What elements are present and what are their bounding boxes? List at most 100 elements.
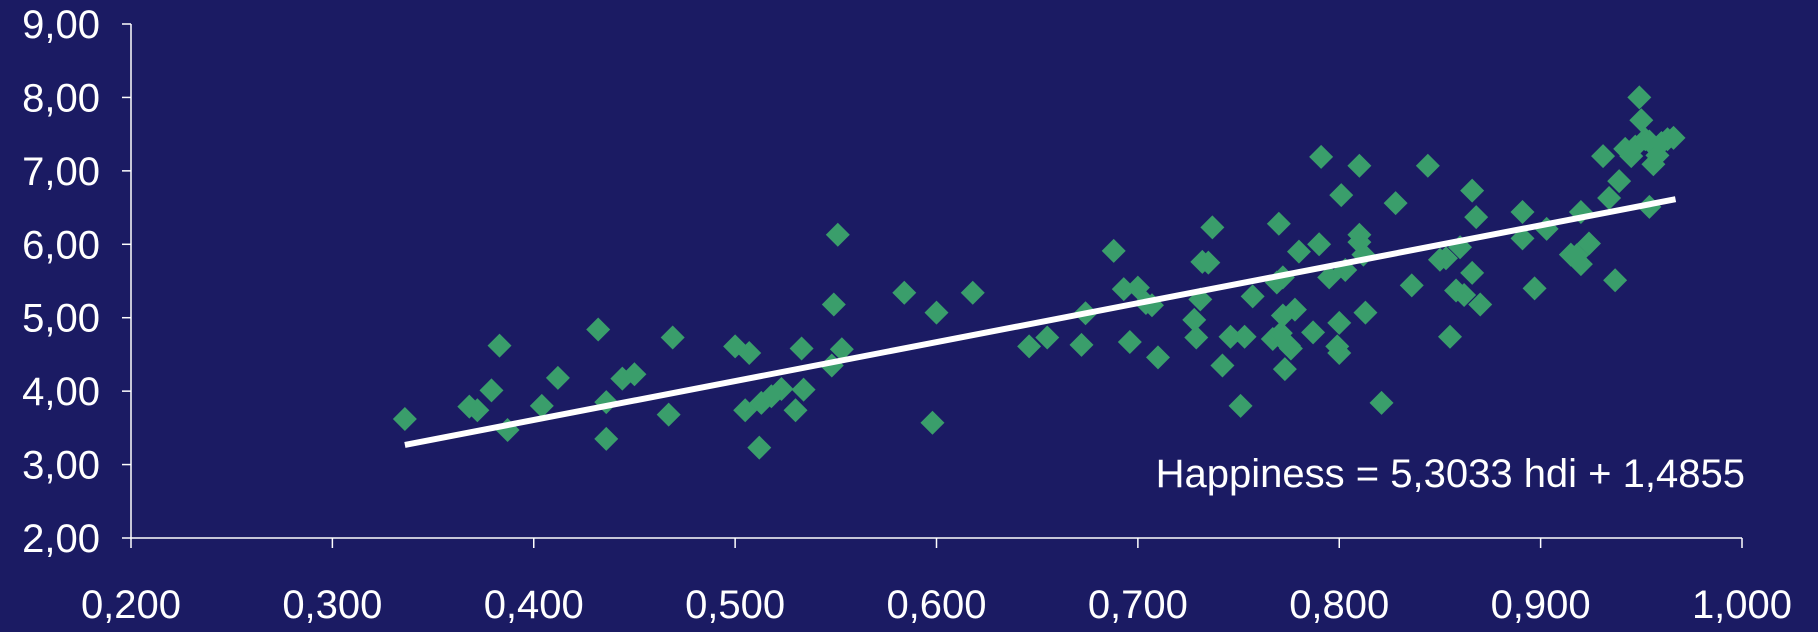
data-point	[1101, 238, 1126, 263]
data-point	[1035, 325, 1060, 350]
y-tick-label: 3,00	[22, 444, 100, 488]
data-point	[594, 426, 619, 451]
data-point	[789, 336, 814, 361]
data-point	[825, 222, 850, 247]
data-point	[1510, 199, 1535, 224]
data-point	[1629, 108, 1654, 133]
data-point	[586, 317, 611, 342]
data-point	[791, 377, 816, 402]
data-point	[892, 280, 917, 305]
trendline-equation: Happiness = 5,3033 hdi + 1,4855	[1156, 452, 1745, 496]
data-point	[1522, 276, 1547, 301]
data-point	[1278, 336, 1303, 361]
data-point	[1210, 353, 1235, 378]
data-point	[1347, 222, 1372, 247]
x-tick-label: 0,500	[685, 583, 785, 627]
data-point	[1329, 183, 1354, 208]
data-point	[1240, 284, 1265, 309]
data-point	[769, 376, 794, 401]
data-point	[1347, 153, 1372, 178]
data-point	[737, 340, 762, 365]
data-point	[1460, 260, 1485, 285]
data-point	[1232, 324, 1257, 349]
data-point	[960, 280, 985, 305]
data-point	[1415, 153, 1440, 178]
data-point	[1433, 246, 1458, 271]
x-tick-label: 0,800	[1289, 583, 1389, 627]
data-point	[479, 378, 504, 403]
points-group	[392, 85, 1686, 460]
data-point	[1369, 390, 1394, 415]
data-point	[1627, 85, 1652, 110]
data-point	[1218, 324, 1243, 349]
data-point	[1452, 282, 1477, 307]
data-point	[1591, 144, 1616, 169]
axes-group	[122, 23, 1743, 548]
data-point	[1117, 329, 1142, 354]
data-point	[924, 300, 949, 325]
trendline	[404, 196, 1677, 448]
x-tick-label: 0,600	[886, 583, 986, 627]
data-point	[656, 402, 681, 427]
data-point	[1200, 215, 1225, 240]
data-point	[1353, 300, 1378, 325]
data-point	[1327, 310, 1352, 335]
data-point	[660, 325, 685, 350]
data-point	[545, 365, 570, 390]
data-point	[392, 407, 417, 432]
data-point	[1603, 268, 1628, 293]
data-point	[1307, 232, 1332, 257]
y-tick-label: 4,00	[22, 370, 100, 414]
data-point	[1272, 357, 1297, 382]
data-point	[1607, 169, 1632, 194]
data-point	[1069, 332, 1094, 357]
x-tick-label: 0,700	[1088, 583, 1188, 627]
data-point	[1196, 250, 1221, 275]
data-point	[1182, 307, 1207, 332]
data-point	[783, 398, 808, 423]
data-point	[1399, 273, 1424, 298]
data-point	[1327, 340, 1352, 365]
data-point	[1286, 239, 1311, 264]
data-point	[920, 410, 945, 435]
data-point	[1017, 334, 1042, 359]
data-point	[1568, 252, 1593, 277]
data-point	[1468, 292, 1493, 317]
data-point	[529, 393, 554, 418]
x-tick-label: 0,300	[282, 583, 382, 627]
data-point	[1228, 393, 1253, 418]
data-point	[1597, 186, 1622, 211]
data-point	[1309, 144, 1334, 169]
y-tick-label: 2,00	[22, 517, 100, 561]
trendline-group	[404, 196, 1677, 448]
data-point	[1383, 191, 1408, 216]
x-tick-label: 0,900	[1491, 583, 1591, 627]
y-tick-label: 5,00	[22, 297, 100, 341]
y-tick-label: 8,00	[22, 76, 100, 120]
data-point	[465, 398, 490, 423]
data-point	[1438, 324, 1463, 349]
y-tick-label: 6,00	[22, 223, 100, 267]
y-tick-label: 7,00	[22, 150, 100, 194]
data-point	[1146, 345, 1171, 370]
data-point	[1282, 297, 1307, 322]
x-tick-label: 0,200	[81, 583, 181, 627]
data-point	[622, 362, 647, 387]
data-point	[1184, 325, 1209, 350]
data-point	[1460, 178, 1485, 203]
data-point	[487, 333, 512, 358]
data-point	[1464, 205, 1489, 230]
data-point	[1661, 125, 1686, 150]
x-tick-label: 0,400	[484, 583, 584, 627]
data-point	[821, 292, 846, 317]
data-point	[747, 435, 772, 460]
data-point	[829, 337, 854, 362]
data-point	[1266, 211, 1291, 236]
data-point	[1111, 277, 1136, 302]
x-tick-label: 1,000	[1692, 583, 1792, 627]
labels-group: 2,00 3,00 4,00 5,00 6,00 7,00 8,00 9,00 0,200 0,3…	[22, 3, 1792, 627]
y-tick-label: 9,00	[22, 3, 100, 47]
data-point	[1301, 320, 1326, 345]
